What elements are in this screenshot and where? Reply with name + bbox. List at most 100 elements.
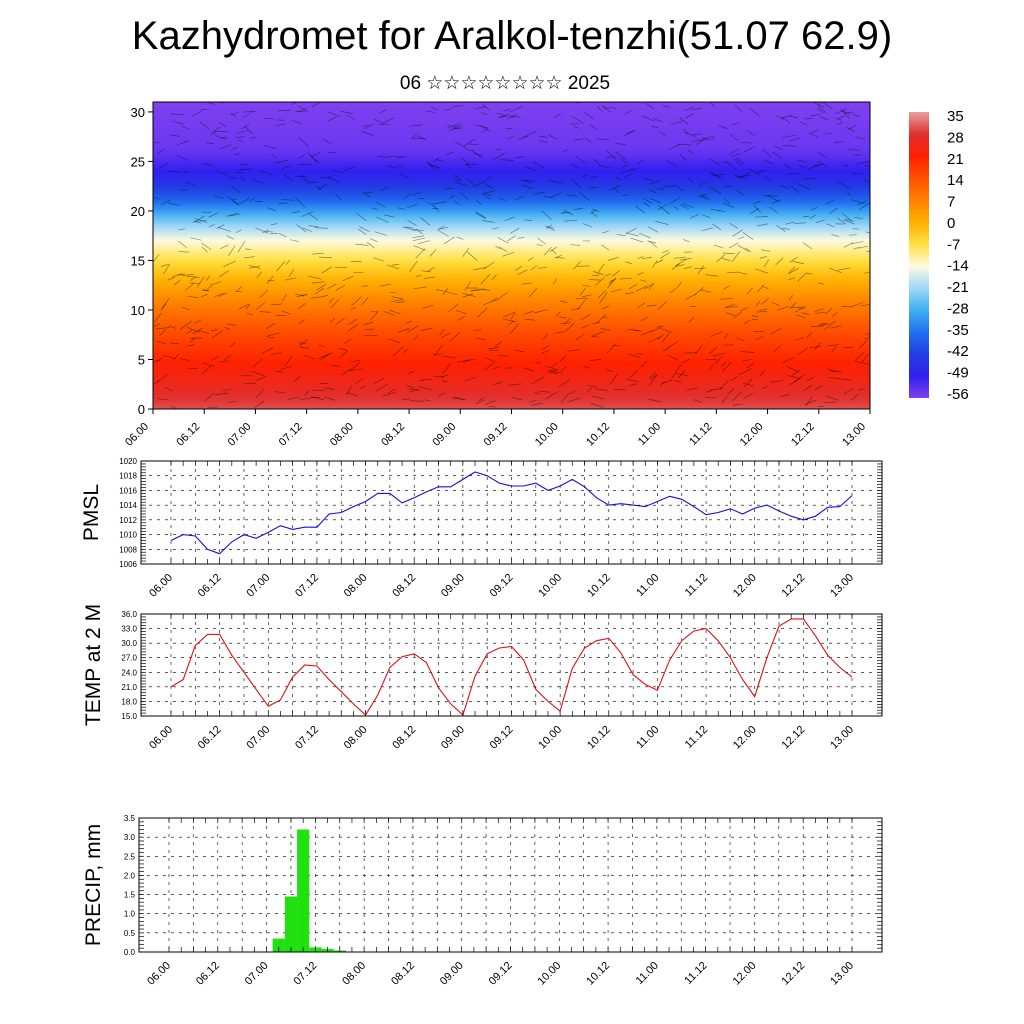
wind-barb — [647, 240, 657, 244]
wind-barb — [478, 397, 485, 401]
wind-barb — [206, 285, 213, 290]
wind-barb — [848, 124, 857, 130]
wind-barb — [236, 130, 249, 134]
wind-barb — [624, 110, 632, 115]
wind-barb — [159, 328, 167, 336]
wind-barb — [500, 159, 514, 161]
wind-barb — [831, 234, 840, 237]
wind-barb — [276, 261, 286, 272]
wind-barb — [240, 124, 250, 130]
wind-barb — [614, 176, 623, 181]
wind-barb — [481, 194, 491, 196]
wind-barb — [589, 359, 602, 361]
wind-barb — [409, 124, 423, 127]
wind-barb — [566, 194, 578, 197]
wind-barb — [330, 298, 340, 308]
wind-barb — [711, 171, 721, 179]
wind-barb — [661, 379, 673, 384]
wind-barb — [682, 239, 690, 243]
wind-barb — [453, 123, 462, 129]
wind-barb — [202, 362, 215, 367]
wind-barb — [442, 355, 456, 359]
wind-barb — [261, 347, 274, 354]
wind-barb — [756, 169, 767, 174]
wind-barb — [255, 388, 265, 399]
wind-barb — [845, 219, 853, 221]
wind-barb — [194, 218, 208, 223]
x-tick-label: 11.00 — [636, 421, 663, 448]
precip-bar — [272, 938, 285, 952]
wind-barb — [782, 144, 796, 147]
wind-barb — [327, 151, 337, 154]
wind-barb — [189, 337, 196, 343]
wind-barb — [837, 217, 846, 224]
wind-barb — [453, 200, 460, 206]
wind-barb — [436, 289, 445, 292]
wind-barb — [297, 303, 306, 310]
wind-barb — [157, 148, 166, 154]
colorbar: 35 28 21 14 7 0 -7 -14 -21 -28 -35 -42 -49 -56 — [909, 108, 969, 403]
wind-barb — [853, 302, 864, 307]
wind-barb — [563, 209, 574, 216]
wind-barb — [649, 374, 658, 380]
wind-barb — [866, 250, 870, 252]
wind-barb — [643, 177, 654, 182]
wind-barb — [657, 334, 665, 340]
wind-barb — [406, 385, 415, 389]
wind-barb — [583, 365, 591, 369]
wind-barb — [344, 338, 352, 345]
wind-barb — [296, 294, 308, 298]
wind-barb — [575, 156, 586, 164]
wind-barb — [231, 198, 238, 201]
wind-barb — [437, 225, 445, 231]
y-tick-label: 0.0 — [124, 948, 136, 957]
wind-barb — [684, 132, 697, 137]
wind-barb — [735, 175, 742, 180]
wind-barb — [855, 361, 869, 365]
wind-barb — [454, 181, 468, 186]
wind-barb — [722, 185, 733, 188]
wind-barb — [335, 317, 345, 325]
wind-barb — [208, 212, 219, 218]
wind-barb — [788, 267, 799, 274]
wind-barb — [581, 324, 589, 329]
wind-barb — [593, 158, 600, 165]
wind-barb — [662, 250, 669, 254]
wind-barb — [746, 362, 755, 369]
wind-barb — [687, 149, 694, 154]
wind-barb — [303, 354, 316, 360]
wind-barb — [370, 310, 379, 321]
wind-barb — [309, 154, 320, 164]
wind-barb — [347, 392, 358, 397]
wind-barb — [464, 281, 472, 291]
wind-barb — [376, 383, 388, 392]
wind-barb — [387, 338, 400, 344]
wind-barb — [459, 192, 469, 200]
wind-barb — [475, 124, 489, 129]
wind-barb — [640, 330, 653, 336]
wind-barb — [685, 293, 697, 300]
wind-barb — [819, 115, 829, 121]
wind-barb — [182, 306, 190, 311]
wind-barb — [776, 306, 790, 311]
wind-barb — [705, 274, 718, 277]
y-tick-label: 18.0 — [121, 697, 137, 706]
wind-barb — [255, 227, 269, 234]
wind-barb — [686, 387, 698, 391]
wind-barb — [743, 392, 753, 399]
wind-barb — [510, 312, 516, 320]
wind-barb — [761, 298, 769, 305]
wind-barb — [274, 391, 285, 393]
colorbar-label: 0 — [947, 215, 955, 232]
wind-barb — [230, 112, 236, 117]
wind-barb — [189, 276, 196, 281]
wind-barb — [409, 260, 418, 273]
wind-barb — [508, 114, 517, 120]
wind-barb — [576, 265, 590, 267]
wind-barb — [734, 104, 743, 112]
wind-barb — [732, 229, 743, 237]
wind-barb — [809, 214, 816, 220]
wind-barb — [408, 388, 420, 391]
wind-barb — [163, 265, 170, 275]
wind-barb — [167, 170, 182, 173]
